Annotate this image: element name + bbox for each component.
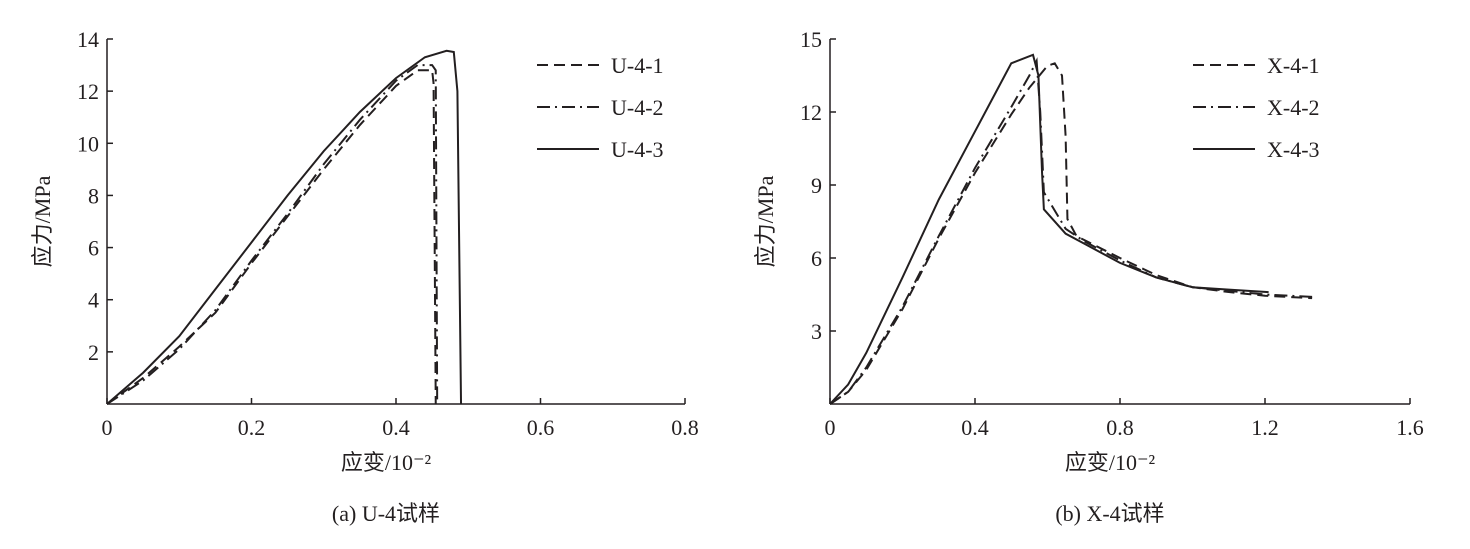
y-tick-label: 4 xyxy=(88,288,99,313)
x-tick-label: 0 xyxy=(102,415,113,440)
series-line xyxy=(106,69,437,405)
y-tick-label: 6 xyxy=(88,236,99,261)
y-tick-label: 12 xyxy=(800,100,822,125)
x-axis-title: 应变/10⁻² xyxy=(341,450,432,475)
legend-label: U-4-1 xyxy=(611,53,664,78)
x-axis-title: 应变/10⁻² xyxy=(1065,450,1156,475)
y-tick-label: 6 xyxy=(811,246,822,271)
legend-label: X-4-2 xyxy=(1267,95,1320,120)
series-line xyxy=(829,53,1269,405)
y-axis-title: 应力/MPa xyxy=(753,175,778,267)
x-tick-label: 0.4 xyxy=(961,415,989,440)
x-tick-label: 0.8 xyxy=(1106,415,1134,440)
series-line xyxy=(106,64,439,405)
x-tick-label: 0 xyxy=(825,415,836,440)
y-tick-label: 9 xyxy=(811,173,822,198)
x-tick-label: 1.6 xyxy=(1396,415,1424,440)
x-tick-label: 0.4 xyxy=(382,415,410,440)
y-tick-label: 12 xyxy=(77,79,99,104)
legend-label: U-4-3 xyxy=(611,137,664,162)
y-tick-label: 15 xyxy=(800,27,822,52)
legend-label: X-4-1 xyxy=(1267,53,1320,78)
series-line xyxy=(106,49,463,405)
x-tick-label: 1.2 xyxy=(1251,415,1279,440)
legend-label: X-4-3 xyxy=(1267,137,1320,162)
x-tick-label: 0.8 xyxy=(671,415,699,440)
caption: (a) U-4试样 xyxy=(332,501,440,526)
y-tick-label: 10 xyxy=(77,131,99,156)
y-tick-label: 3 xyxy=(811,319,822,344)
series-line xyxy=(829,57,1313,405)
y-axis-title: 应力/MPa xyxy=(30,175,55,267)
legend-label: U-4-2 xyxy=(611,95,664,120)
x-tick-label: 0.6 xyxy=(527,415,555,440)
y-tick-label: 14 xyxy=(77,27,99,52)
y-tick-label: 8 xyxy=(88,183,99,208)
y-tick-label: 2 xyxy=(88,340,99,365)
caption: (b) X-4试样 xyxy=(1055,501,1164,526)
series-line xyxy=(829,62,1313,405)
x-tick-label: 0.2 xyxy=(238,415,266,440)
